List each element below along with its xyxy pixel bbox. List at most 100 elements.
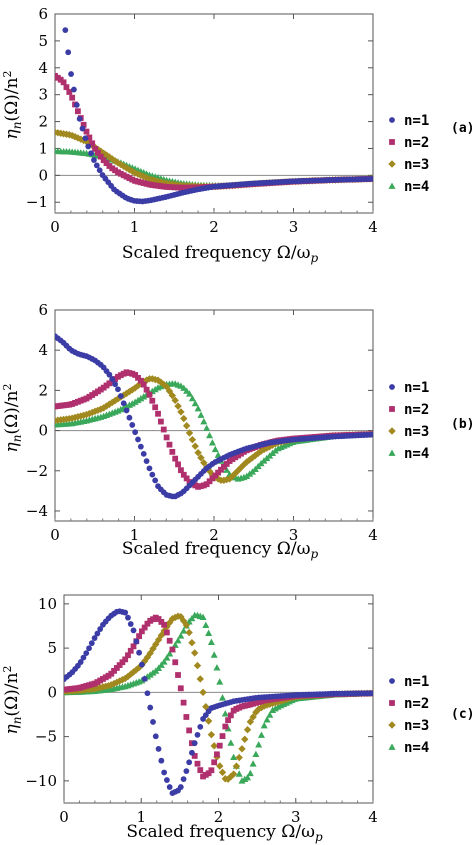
data-point [102,402,111,410]
data-point [200,417,208,425]
data-point [158,757,165,764]
data-point [235,770,243,777]
data-point [100,157,107,164]
data-point [171,641,179,648]
data-point [137,443,144,450]
data-point [118,676,127,684]
data-point [68,131,76,140]
x-tick-label: 1 [130,526,140,544]
data-point [92,145,98,152]
data-point [127,621,134,627]
legend-label: n=1 [404,113,429,129]
data-point [177,408,185,416]
data-point [202,621,210,628]
data-point [174,402,182,410]
data-point [71,86,77,93]
data-point [260,721,268,729]
legend-label: n=2 [404,135,429,151]
data-point [197,723,204,730]
data-point [138,661,145,668]
data-point [68,71,74,77]
data-point [188,435,197,444]
data-point [140,393,148,400]
data-point [160,658,168,665]
series-area [55,27,373,205]
data-point [141,676,148,682]
legend-label: n=4 [404,179,429,195]
data-point [155,410,161,417]
data-point [263,716,271,723]
legend-label: n=1 [404,674,429,690]
data-point [137,394,145,402]
data-point [155,746,162,752]
data-point [122,609,129,616]
data-point [108,398,116,407]
data-point [86,645,92,652]
data-point [229,770,238,778]
data-point [163,434,170,441]
data-point [126,414,133,421]
legend-marker [388,427,396,435]
data-point [137,377,144,384]
data-point [225,717,231,724]
data-point [193,661,202,670]
data-point [91,635,98,641]
data-point [219,694,227,701]
data-point [208,767,215,774]
data-point [97,153,104,160]
x-tick-label: 4 [368,808,378,826]
data-point [182,422,191,430]
data-point [182,621,191,629]
y-axis-label: ηn(Ω)/n2 [1,666,24,735]
data-point [194,448,202,457]
data-point [178,467,184,474]
data-point [146,465,153,472]
data-point [94,630,101,637]
data-point [74,108,81,115]
data-point [183,714,190,720]
data-point [186,727,193,734]
data-point [175,672,181,678]
data-point [69,94,76,101]
data-point [183,387,191,394]
y-axis-label: ηn(Ω)/n2 [1,71,24,140]
y-axis-label: ηn(Ω)/n2 [1,384,24,453]
data-point [152,477,159,484]
data-point [130,627,137,634]
x-tick-label: 2 [214,808,224,826]
panel-tag: (a) [451,121,474,136]
data-point [177,685,184,692]
data-point [63,84,70,91]
data-point [177,784,184,790]
data-point [152,733,159,740]
data-point [207,730,216,739]
data-point [93,162,100,169]
data-point [231,469,240,478]
data-point [83,650,90,657]
data-point [180,384,188,391]
data-point [127,647,134,654]
data-point [141,624,148,631]
x-axis-label: Scaled frequency Ω/ωp [122,243,319,265]
data-point [185,628,193,637]
y-tick-label: 6 [38,5,48,23]
data-point [102,151,111,159]
y-tick-label: 5 [38,32,48,50]
y-tick-label: 4 [38,59,48,77]
series-n=2 [55,369,373,490]
legend-marker [389,139,395,145]
data-point [208,439,216,446]
panel-tag: (c) [451,707,474,722]
legend-marker [388,160,396,168]
data-point [168,391,177,400]
data-point [180,471,187,478]
data-point [136,649,142,656]
data-point [151,385,159,393]
legend: n=1 n=2 n=3 n=4 [388,674,429,756]
data-point [157,418,164,425]
data-point [80,654,87,661]
data-point [136,633,142,640]
y-tick-label: 2 [38,113,48,131]
panel-tag: (b) [451,417,474,432]
data-point [169,646,176,653]
